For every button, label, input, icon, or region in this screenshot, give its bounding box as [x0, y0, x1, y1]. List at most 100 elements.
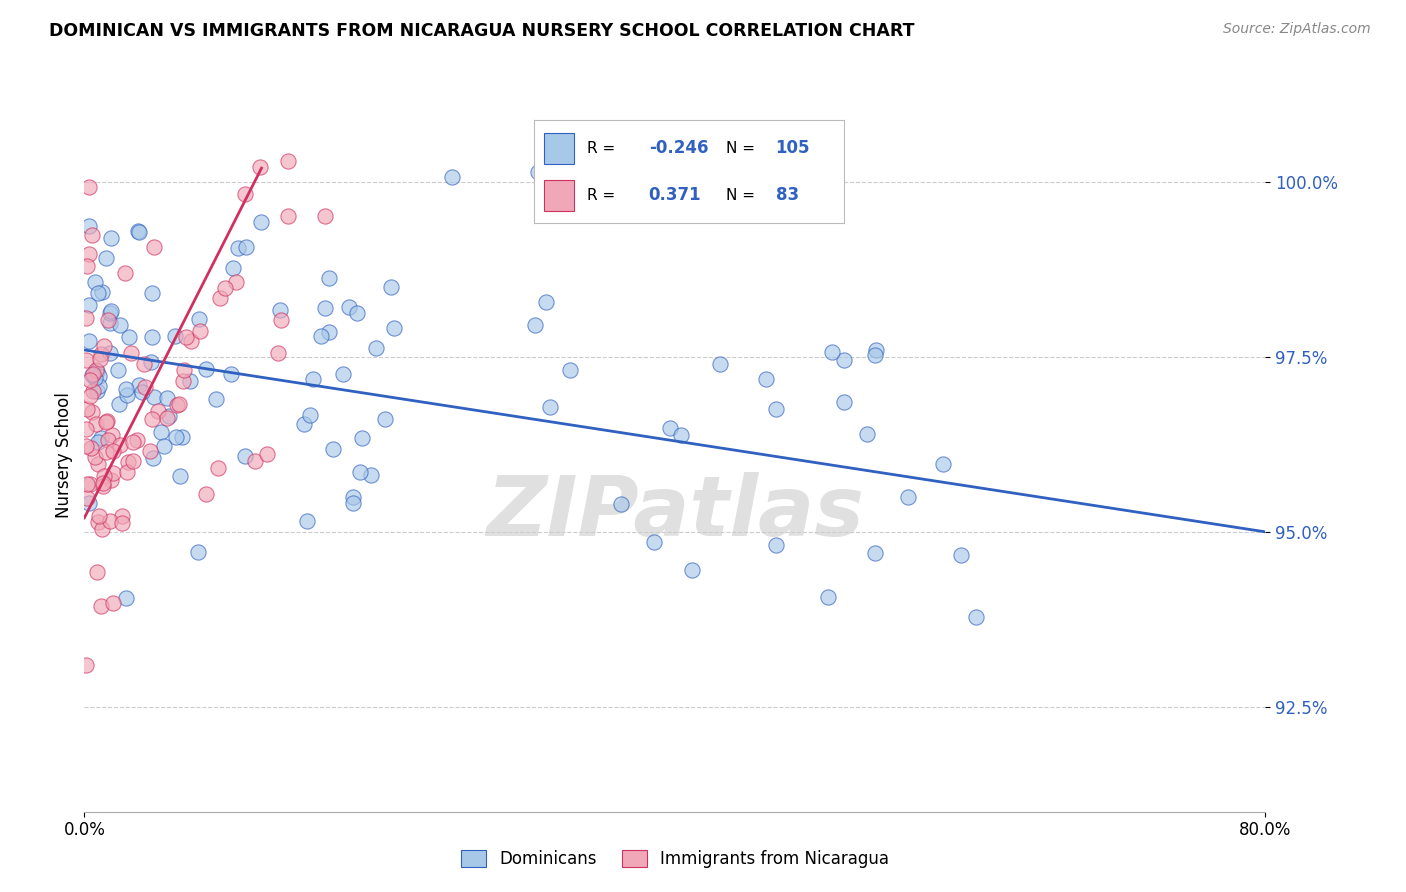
Point: [219, 367, 242, 381]
Point: [208, 291, 231, 305]
Point: [374, 412, 396, 426]
Point: [166, 398, 188, 412]
Text: 105: 105: [776, 139, 810, 157]
Point: [165, 430, 187, 444]
Point: [97, 312, 120, 326]
Point: [187, 544, 209, 558]
Point: [148, 404, 170, 418]
Point: [235, 187, 257, 202]
Point: [141, 285, 163, 300]
Point: [82, 227, 104, 242]
Point: [298, 408, 321, 422]
Point: [84, 450, 107, 464]
Point: [949, 549, 972, 563]
Point: [93, 339, 115, 353]
Point: [188, 312, 211, 326]
Point: [75, 439, 97, 453]
Point: [277, 209, 299, 223]
Point: [91, 476, 114, 491]
Point: [267, 345, 290, 359]
Point: [863, 545, 886, 559]
Point: [159, 409, 181, 423]
Point: [142, 451, 165, 466]
Point: [965, 610, 987, 624]
Point: [76, 491, 98, 505]
Point: [817, 590, 839, 604]
Point: [349, 465, 371, 479]
Point: [84, 371, 107, 385]
Point: [111, 516, 134, 530]
Point: [174, 330, 197, 344]
Point: [93, 479, 115, 493]
Point: [165, 328, 187, 343]
Point: [139, 355, 162, 369]
Point: [96, 414, 118, 428]
Point: [249, 161, 271, 175]
Point: [659, 421, 682, 435]
Point: [90, 347, 112, 361]
Point: [669, 427, 692, 442]
Point: [90, 431, 112, 445]
Point: [75, 422, 97, 436]
Point: [91, 285, 114, 299]
Point: [115, 466, 138, 480]
Point: [188, 324, 211, 338]
Point: [101, 444, 124, 458]
Point: [337, 301, 360, 315]
Point: [117, 455, 139, 469]
Point: [143, 390, 166, 404]
Point: [79, 334, 101, 349]
Point: [86, 565, 108, 579]
Text: 83: 83: [776, 186, 799, 204]
Point: [173, 363, 195, 377]
Point: [167, 397, 190, 411]
Point: [170, 430, 193, 444]
Point: [179, 374, 201, 388]
Point: [115, 382, 138, 396]
Point: [97, 433, 120, 447]
Point: [110, 438, 132, 452]
Point: [755, 372, 778, 386]
Point: [98, 514, 121, 528]
Point: [96, 416, 118, 430]
Point: [524, 318, 547, 332]
Point: [79, 389, 101, 403]
Point: [115, 388, 138, 402]
Point: [87, 435, 110, 450]
Point: [77, 247, 100, 261]
Point: [89, 508, 111, 523]
Text: N =: N =: [725, 188, 755, 202]
Point: [98, 316, 121, 330]
Point: [94, 445, 117, 459]
Point: [195, 361, 218, 376]
Point: [82, 367, 104, 381]
Point: [120, 346, 142, 360]
Point: [87, 515, 110, 529]
Point: [149, 425, 172, 440]
Point: [98, 306, 121, 320]
Point: [222, 260, 245, 275]
Point: [169, 469, 191, 483]
Point: [127, 224, 149, 238]
Point: [932, 457, 955, 471]
Point: [172, 375, 194, 389]
Point: [93, 468, 115, 483]
Point: [194, 487, 217, 501]
Point: [295, 514, 318, 528]
Point: [834, 395, 856, 409]
Point: [143, 240, 166, 254]
Point: [80, 368, 103, 382]
Point: [76, 476, 98, 491]
Point: [314, 209, 336, 223]
Point: [100, 346, 122, 360]
Point: [865, 343, 887, 357]
Point: [82, 384, 104, 399]
Point: [527, 165, 550, 179]
Point: [75, 311, 97, 326]
Bar: [544, 133, 575, 163]
Point: [832, 353, 855, 368]
Point: [89, 351, 111, 366]
Bar: [544, 180, 575, 211]
Point: [318, 271, 340, 285]
Text: ZIPatlas: ZIPatlas: [486, 472, 863, 552]
